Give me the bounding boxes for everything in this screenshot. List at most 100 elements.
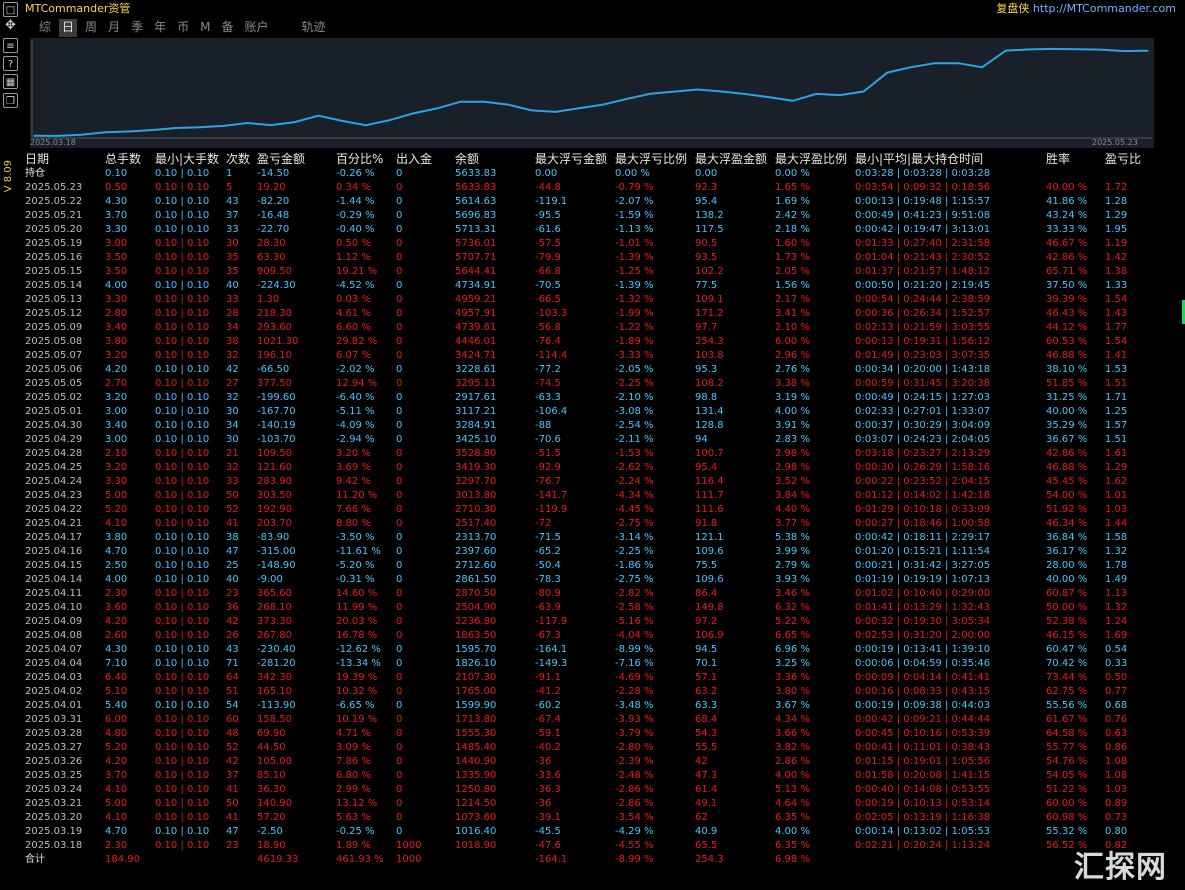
cell: 0:00:54 | 0:24:44 | 2:38:59 (855, 294, 991, 305)
cell: -36.3 (535, 784, 561, 795)
cell: 23 (226, 840, 239, 851)
cell: 38.10 % (1046, 364, 1088, 375)
cell: 13.12 % (336, 798, 378, 809)
total-row: 合计 184.90 4619.33 461.93 % 1000 -164.1 -8.99 %… (25, 853, 1155, 867)
cell: 165.10 (257, 686, 292, 697)
brand-link[interactable]: http://MTCommander.com (1032, 2, 1176, 15)
cell: 2025.04.25 (25, 462, 83, 473)
cell: 0.10 | 0.10 (155, 294, 210, 305)
cell: -167.70 (257, 406, 296, 417)
brand: 复盘侠 http://MTCommander.com (996, 0, 1176, 16)
cell: -6.65 % (336, 700, 375, 711)
cell: 1.29 (1105, 462, 1128, 473)
cell: 4957.91 (455, 308, 497, 319)
equity-point (957, 62, 960, 64)
cell: 0 (396, 560, 403, 571)
cell: 2.42 % (775, 210, 810, 221)
grid-icon[interactable]: ▦ (3, 74, 18, 89)
tab-5[interactable]: 年 (154, 20, 167, 34)
cell: 51.85 % (1046, 378, 1088, 389)
cell: 0.50 (1105, 672, 1128, 683)
tab-1[interactable]: 日 (59, 19, 78, 37)
cell: 0:00:49 | 0:41:23 | 9:51:08 (855, 210, 991, 221)
cell: 0 (396, 658, 403, 669)
tab-10[interactable]: 轨迹 (301, 20, 326, 34)
cell: 2.17 % (775, 294, 810, 305)
tab-7[interactable]: M (200, 20, 211, 34)
move-icon[interactable]: ✥ (5, 18, 16, 33)
cell: 2025.05.02 (25, 392, 83, 403)
cell: -2.25 % (615, 378, 654, 389)
cell: 2025.03.24 (25, 784, 83, 795)
tab-9[interactable]: 账户 (244, 20, 269, 34)
tab-8[interactable]: 备 (221, 20, 234, 34)
cell: 40.00 % (1046, 406, 1088, 417)
equity-point (1005, 50, 1007, 52)
cell: -1.44 % (336, 196, 375, 207)
cell: 0.10 | 0.10 (155, 644, 210, 655)
cell: -4.09 % (336, 420, 375, 431)
tab-3[interactable]: 月 (108, 20, 121, 34)
equity-point (1028, 48, 1031, 50)
equity-point (1052, 48, 1054, 50)
cell: -92.9 (535, 462, 561, 473)
cell: 102.2 (695, 266, 724, 277)
cell: 36.30 (257, 784, 286, 795)
cell: -2.86 % (615, 784, 654, 795)
cell: -164.1 (535, 854, 568, 865)
cell: 41 (226, 784, 239, 795)
cell: -12.62 % (336, 644, 381, 655)
left-toolbar: □ ✥ ≡ ? ▦ ❐ V 8.09 (0, 0, 22, 890)
window-icon[interactable]: □ (3, 2, 18, 17)
cell: 3.60 (105, 602, 128, 613)
cell: 0.10 | 0.10 (155, 448, 210, 459)
cell: 0 (396, 392, 403, 403)
equity-point (33, 135, 35, 137)
cell: 0:01:04 | 0:21:43 | 2:30:52 (855, 252, 991, 263)
cell: 5.22 % (775, 616, 810, 627)
tab-2[interactable]: 周 (85, 20, 98, 34)
cell: 47 (226, 826, 239, 837)
cell: 0 (396, 322, 403, 333)
cell: 0:00:36 | 0:26:34 | 1:52:57 (855, 308, 991, 319)
cell: 3.80 (105, 336, 128, 347)
cell: 2025.05.20 (25, 224, 83, 235)
cell: 0.10 | 0.10 (155, 560, 210, 571)
cell: 4619.33 (257, 854, 299, 865)
table-row: 2025.04.10 3.60 0.10 | 0.10 36 268.10 11.99 %… (25, 601, 1155, 615)
restore-icon[interactable]: ❐ (3, 93, 18, 108)
cell: 3297.70 (455, 476, 497, 487)
cell: 117.5 (695, 224, 724, 235)
cell: 48 (226, 728, 239, 739)
cell: 7.10 (105, 658, 128, 669)
equity-point (649, 93, 651, 95)
cell: 4.10 (105, 812, 128, 823)
cell: 51.22 % (1046, 784, 1088, 795)
cell: 0.10 | 0.10 (155, 434, 210, 445)
cell: -1.86 % (615, 560, 654, 571)
cell: -3.33 % (615, 350, 654, 361)
tab-4[interactable]: 季 (131, 20, 144, 34)
cell: 0:00:30 | 0:26:29 | 1:58:16 (855, 462, 991, 473)
cell: 3.00 (105, 406, 128, 417)
cell: 140.90 (257, 798, 292, 809)
tab-0[interactable]: 综 (39, 20, 52, 34)
list-icon[interactable]: ≡ (3, 38, 18, 53)
cell: 总手数 (105, 152, 142, 166)
watermark-logo: 汇探网 (1074, 850, 1167, 885)
cell: 37 (226, 210, 239, 221)
cell: -4.69 % (615, 672, 654, 683)
cell: 10.32 % (336, 686, 378, 697)
tab-6[interactable]: 币 (177, 20, 190, 34)
cell: 0.10 | 0.10 (155, 770, 210, 781)
cell: 39.39 % (1046, 294, 1088, 305)
help-icon[interactable]: ? (3, 56, 18, 71)
cell: 0:00:40 | 0:14:08 | 0:53:55 (855, 784, 991, 795)
cell: 0.86 (1105, 742, 1128, 753)
cell: 55.56 % (1046, 700, 1088, 711)
cell: -119.1 (535, 196, 568, 207)
cell: 0:01:15 | 0:19:01 | 1:05:56 (855, 756, 991, 767)
cell: 32 (226, 350, 239, 361)
cell: 0.54 (1105, 644, 1128, 655)
cell: 4.40 % (775, 504, 810, 515)
